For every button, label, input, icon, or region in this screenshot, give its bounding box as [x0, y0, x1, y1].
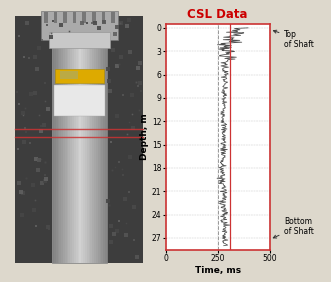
Bar — [55, 69, 104, 83]
Bar — [73, 12, 76, 23]
Bar — [56, 35, 58, 263]
Bar — [70, 35, 72, 263]
Bar — [96, 35, 98, 263]
Bar — [49, 32, 110, 48]
Bar — [54, 35, 56, 263]
Bar — [54, 85, 105, 116]
Text: Top
of Shaft: Top of Shaft — [273, 30, 314, 49]
Bar — [63, 12, 67, 23]
Bar — [59, 35, 61, 263]
Bar — [74, 35, 76, 263]
X-axis label: Time, ms: Time, ms — [195, 266, 241, 274]
Bar — [52, 35, 54, 263]
Bar — [102, 12, 105, 23]
Bar — [92, 12, 96, 23]
Bar — [90, 35, 92, 263]
Bar — [89, 35, 90, 263]
Bar — [111, 12, 115, 23]
Bar — [58, 35, 59, 263]
Bar — [52, 35, 107, 263]
Bar — [76, 35, 77, 263]
Bar — [44, 12, 48, 23]
Bar — [63, 35, 65, 263]
Title: CSL Data: CSL Data — [187, 8, 248, 21]
Bar — [79, 35, 81, 263]
Bar — [103, 35, 105, 263]
Bar — [100, 35, 101, 263]
Bar — [85, 35, 87, 263]
Bar — [54, 12, 57, 23]
Text: Bottom
of Shaft: Bottom of Shaft — [273, 217, 314, 238]
Bar — [52, 35, 107, 263]
Bar — [94, 35, 96, 263]
Bar — [60, 71, 78, 79]
Bar — [77, 35, 79, 263]
Bar — [92, 35, 94, 263]
Bar — [65, 35, 67, 263]
Bar — [82, 12, 86, 23]
Bar — [81, 35, 83, 263]
Bar — [101, 35, 103, 263]
Bar — [87, 35, 89, 263]
Bar — [67, 35, 69, 263]
Bar — [105, 35, 107, 263]
Bar — [61, 35, 63, 263]
Bar — [16, 16, 143, 263]
Bar — [41, 11, 118, 40]
Bar — [72, 35, 74, 263]
Bar — [98, 35, 100, 263]
Y-axis label: Depth, m: Depth, m — [140, 113, 149, 160]
Bar — [69, 35, 70, 263]
Bar — [83, 35, 85, 263]
